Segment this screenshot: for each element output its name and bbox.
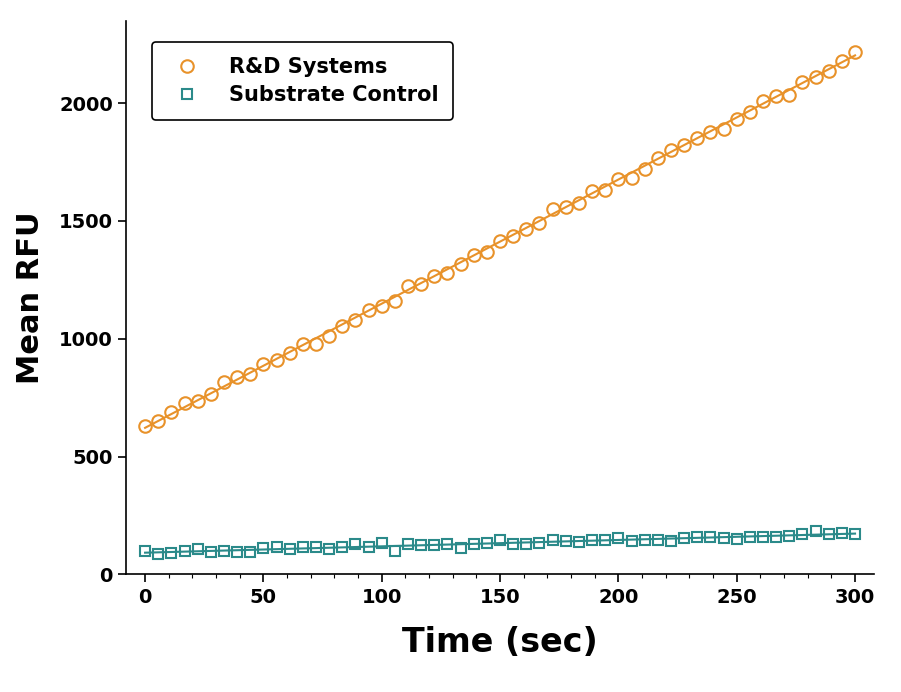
R&D Systems [271,356,282,364]
R&D Systems [850,48,860,57]
Substrate Control [415,541,426,549]
R&D Systems [403,282,414,290]
Substrate Control [153,549,164,558]
R&D Systems [770,91,781,100]
X-axis label: Time (sec): Time (sec) [402,626,598,659]
R&D Systems [836,57,847,65]
Substrate Control [285,545,296,553]
Substrate Control [232,548,242,556]
R&D Systems [140,422,150,430]
Substrate Control [850,529,860,538]
Substrate Control [784,531,795,540]
Substrate Control [323,545,334,553]
Substrate Control [810,527,821,536]
Line: Substrate Control: Substrate Control [141,526,860,558]
Line: R&D Systems: R&D Systems [139,46,861,432]
Y-axis label: Mean RFU: Mean RFU [16,211,45,384]
R&D Systems [219,378,230,386]
Substrate Control [836,529,847,538]
R&D Systems [311,340,322,348]
Substrate Control [140,547,150,555]
Legend: R&D Systems, Substrate Control: R&D Systems, Substrate Control [151,42,453,120]
